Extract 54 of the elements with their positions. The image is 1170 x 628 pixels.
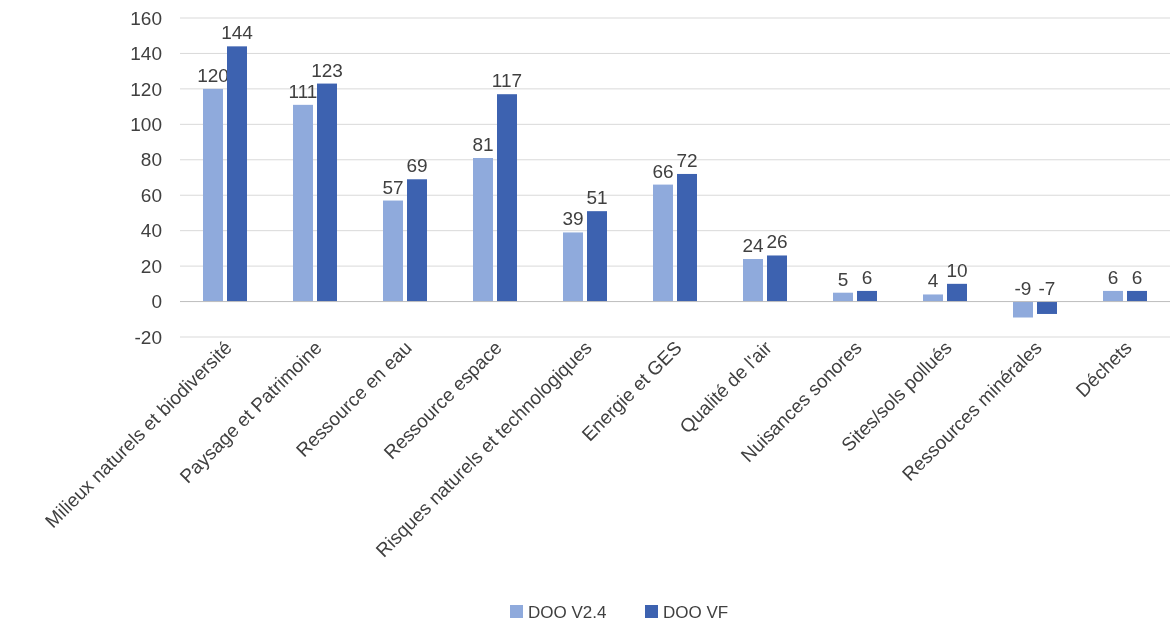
y-tick-label: 100 [130,113,162,135]
bar [653,184,673,302]
data-label: 26 [766,231,788,253]
y-tick-label: 60 [140,184,162,206]
bar [497,94,517,302]
bar [473,158,493,302]
bar [293,104,313,302]
legend-label: DOO VF [663,602,729,622]
legend-label: DOO V2.4 [528,602,607,622]
y-tick-label: 40 [140,220,162,242]
bar [767,255,787,302]
data-label: 57 [382,176,404,198]
data-label: 24 [742,235,764,257]
y-tick-label: 120 [130,78,162,100]
bar [317,83,337,302]
bar [743,259,763,302]
y-tick-label: 160 [130,7,162,29]
data-label: 81 [472,134,494,156]
bar [833,292,853,302]
data-label: 72 [676,149,698,171]
y-tick-label: 140 [130,43,162,65]
data-label: 117 [491,70,523,92]
y-tick-label: 0 [151,291,162,313]
bar [563,232,583,302]
bar [227,46,247,302]
bar [203,88,223,302]
data-label: 69 [406,155,428,177]
data-label: 6 [861,266,873,288]
data-label: 66 [652,160,674,182]
data-label: 39 [562,208,584,230]
bar [923,294,943,302]
bar [1013,301,1033,318]
data-label: 5 [837,268,849,290]
bar [857,290,877,302]
bar [1127,290,1147,302]
bar [1037,301,1057,314]
data-label: -9 [1014,277,1032,299]
data-label: 6 [1131,266,1143,288]
data-label: 51 [586,187,608,209]
y-tick-label: 80 [140,149,162,171]
bar [587,211,607,302]
y-tick-label: 20 [140,255,162,277]
bar [383,200,403,302]
bar [407,179,427,302]
data-label: 123 [311,59,343,81]
bar [947,283,967,302]
bar [677,173,697,302]
data-label: 4 [927,270,939,292]
data-label: 10 [946,259,968,281]
data-label: 144 [221,22,254,44]
data-label: 6 [1107,266,1119,288]
bar [1103,290,1123,302]
data-label: -7 [1038,277,1056,299]
data-label: 111 [288,80,318,102]
